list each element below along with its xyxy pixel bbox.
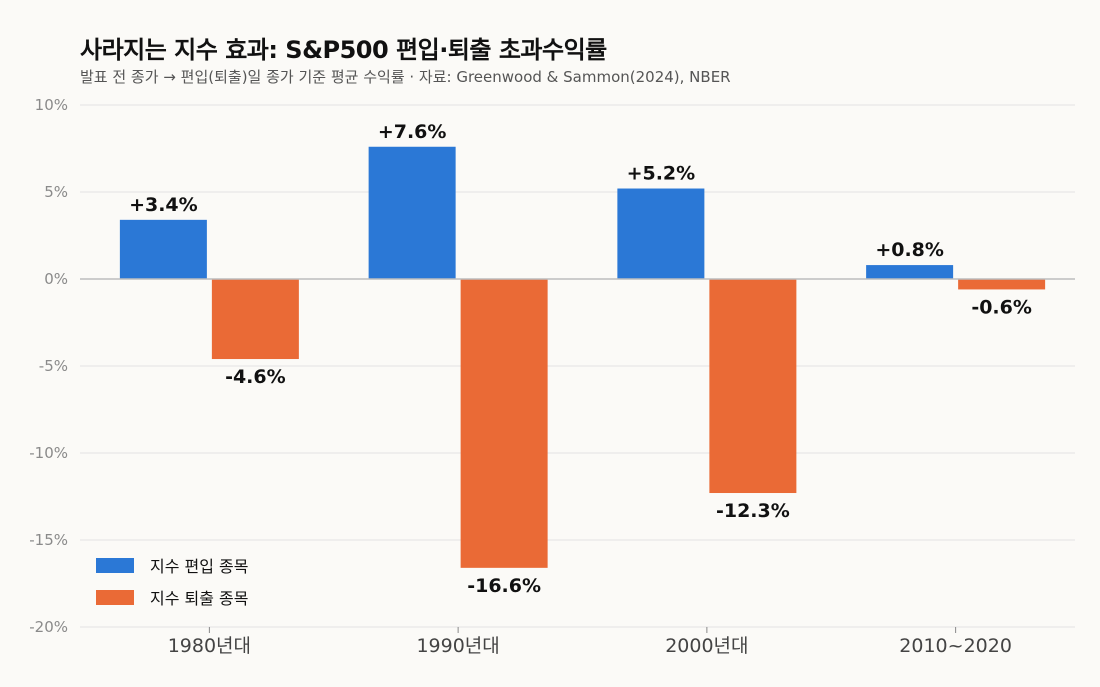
data-label: +0.8% bbox=[875, 239, 944, 261]
chart-subtitle: 발표 전 종가 → 편입(퇴출)일 종가 기준 평균 수익률 · 자료: Gre… bbox=[80, 68, 731, 86]
y-axis-ticks: 10% 5% 0% -5% -10% -15% -20% bbox=[29, 96, 68, 636]
data-label: -4.6% bbox=[225, 366, 286, 388]
x-axis-ticks: 1980년대 1990년대 2000년대 2010~2020 bbox=[168, 627, 1012, 657]
legend-label: 지수 편입 종목 bbox=[150, 557, 249, 576]
y-tick-label: -20% bbox=[29, 618, 68, 636]
bars bbox=[119, 146, 1046, 568]
bar-exclusion bbox=[709, 279, 797, 494]
bar-inclusion bbox=[119, 219, 207, 279]
bar-inclusion bbox=[617, 188, 705, 279]
y-tick-label: -15% bbox=[29, 531, 68, 549]
y-tick-label: 0% bbox=[44, 270, 68, 288]
y-tick-label: -10% bbox=[29, 444, 68, 462]
y-tick-label: -5% bbox=[39, 357, 68, 375]
gridlines bbox=[80, 104, 1075, 628]
data-labels: +3.4% -4.6% +7.6% -16.6% +5.2% -12.3% +0.8% -0.… bbox=[129, 121, 1032, 597]
data-label: -12.3% bbox=[716, 500, 790, 522]
data-label: +5.2% bbox=[627, 163, 696, 185]
x-tick-label: 2010~2020 bbox=[899, 635, 1012, 657]
x-tick-label: 1980년대 bbox=[168, 635, 251, 657]
chart-title: 사라지는 지수 효과: S&P500 편입·퇴출 초과수익률 bbox=[80, 36, 607, 64]
data-label: +7.6% bbox=[378, 121, 447, 143]
x-tick-label: 1990년대 bbox=[416, 635, 499, 657]
bar-exclusion bbox=[211, 279, 299, 360]
data-label: +3.4% bbox=[129, 194, 198, 216]
legend-label: 지수 퇴출 종목 bbox=[150, 589, 249, 608]
y-tick-label: 5% bbox=[44, 183, 68, 201]
bar-inclusion bbox=[866, 265, 954, 279]
bar-exclusion bbox=[958, 279, 1046, 290]
legend-swatch bbox=[96, 558, 134, 573]
data-label: -0.6% bbox=[971, 296, 1032, 318]
bar-inclusion bbox=[368, 146, 456, 279]
bar-exclusion bbox=[460, 279, 548, 568]
data-label: -16.6% bbox=[467, 575, 541, 597]
y-tick-label: 10% bbox=[35, 96, 68, 114]
x-tick-label: 2000년대 bbox=[665, 635, 748, 657]
legend-swatch bbox=[96, 590, 134, 605]
